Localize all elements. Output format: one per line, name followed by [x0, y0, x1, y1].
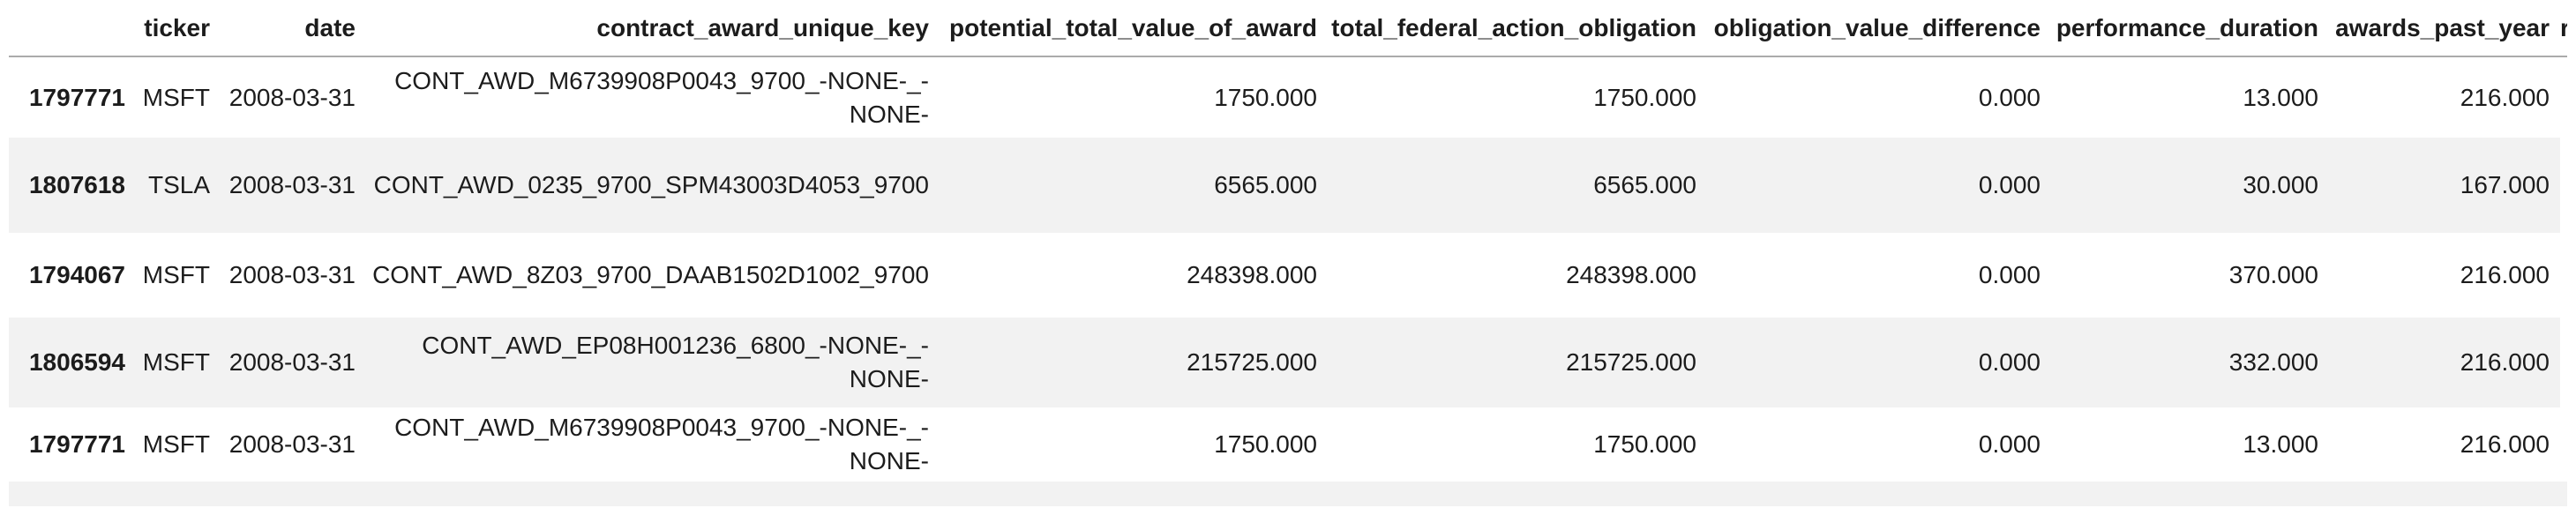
column-header-contract-award-unique-key: contract_award_unique_key: [366, 0, 940, 57]
dataframe-table: ticker date contract_award_unique_key po…: [9, 0, 2567, 506]
column-header-potential-total-value-of-award: potential_total_value_of_award: [940, 0, 1328, 57]
row-index: 1807618: [9, 138, 132, 233]
cell-performance-duration: 332.000: [2051, 318, 2329, 407]
row-index: 1797771: [28, 430, 125, 459]
column-header-total-federal-action-obligation: total_federal_action_obligation: [1328, 0, 1707, 57]
cell-ticker: TSLA: [132, 138, 221, 233]
cell-contract-award-unique-key: CONT_AWD_0235_9700_SPM43003D4053_9700: [366, 138, 940, 233]
cell-awards-past-year: 216.000: [2329, 318, 2560, 407]
cell-contract-award-unique-key: CONT_AWD_M6739908P0043_9700_-NONE-_-NONE…: [394, 414, 929, 474]
cell-total-federal-action-obligation: 6565.000: [1328, 138, 1707, 233]
table-row: 1807618 TSLA 2008-03-31 CONT_AWD_0235_97…: [9, 138, 2567, 233]
column-header-performance-duration: performance_duration: [2051, 0, 2329, 57]
cell-performance-duration: 13.000: [2243, 83, 2318, 111]
cell-date: 2008-03-31: [228, 83, 356, 111]
cell-date: 2008-03-31: [228, 261, 356, 289]
cell-contract-award-unique-key: CONT_AWD_8Z03_9700_DAAB1502D1002_9700: [372, 261, 929, 289]
cell-total-federal-action-obligation: 1750.000: [1593, 430, 1696, 459]
row-index: 1797771: [28, 83, 125, 111]
cell-date: 2008-03-31: [221, 318, 366, 407]
cell-performance-duration: 13.000: [2243, 430, 2318, 459]
column-header-date: date: [221, 0, 366, 57]
header-row: ticker date contract_award_unique_key po…: [9, 0, 2567, 57]
cell-obligation-value-difference: 0.000: [1707, 138, 2051, 233]
cell-potential-total-value-of-award: 215725.000: [940, 318, 1328, 407]
cell-total-federal-action-obligation: 1750.000: [1593, 83, 1696, 111]
table-row: 1797771 MSFT 2008-03-31 CONT_AWD_M673990…: [9, 407, 2567, 482]
cell-obligation-value-difference: 0.000: [1978, 83, 2041, 111]
cell-obligation-value-difference: 0.000: [1978, 261, 2041, 289]
cell-performance-duration: 370.000: [2228, 261, 2318, 289]
cell-potential-total-value-of-award: 6565.000: [940, 138, 1328, 233]
cell-obligation-value-difference: 0.000: [1707, 318, 2051, 407]
row-index: 1806594: [9, 318, 132, 407]
cell-total-federal-action-obligation: 248398.000: [1566, 261, 1696, 289]
table-row-partial: [9, 482, 2567, 506]
cell-potential-total-value-of-award: 1750.000: [1214, 83, 1317, 111]
cell-total-federal-action-obligation: 215725.000: [1328, 318, 1707, 407]
table-row: 1794067 MSFT 2008-03-31 CONT_AWD_8Z03_97…: [9, 233, 2567, 318]
cell-ticker: MSFT: [132, 318, 221, 407]
cell-date: 2008-03-31: [228, 430, 356, 459]
table-row: 1806594 MSFT 2008-03-31 CONT_AWD_EP08H00…: [9, 318, 2567, 407]
column-header-ticker: ticker: [132, 0, 221, 57]
cell-ticker: MSFT: [142, 261, 210, 289]
table-row: 1797771 MSFT 2008-03-31 CONT_AWD_M673990…: [9, 56, 2567, 138]
cell-awards-past-year: 216.000: [2460, 83, 2550, 111]
cell-ticker: MSFT: [142, 83, 210, 111]
cell-performance-duration: 30.000: [2051, 138, 2329, 233]
cell-obligation-value-difference: 0.000: [1978, 430, 2041, 459]
cell-potential-total-value-of-award: 248398.000: [1187, 261, 1317, 289]
column-header-clipped-next: r: [2560, 0, 2567, 57]
cell-awards-past-year: 167.000: [2329, 138, 2560, 233]
cell-date: 2008-03-31: [221, 138, 366, 233]
cell-potential-total-value-of-award: 1750.000: [1214, 430, 1317, 459]
cell-contract-award-unique-key: CONT_AWD_EP08H001236_6800_-NONE-_-NONE-: [366, 318, 940, 407]
column-header-awards-past-year: awards_past_year: [2329, 0, 2560, 57]
column-header-index: [9, 0, 132, 57]
cell-awards-past-year: 216.000: [2460, 261, 2550, 289]
cell-contract-award-unique-key: CONT_AWD_M6739908P0043_9700_-NONE-_-NONE…: [394, 66, 929, 128]
column-header-obligation-value-difference: obligation_value_difference: [1707, 0, 2051, 57]
partial-row-clipped: [9, 482, 2567, 506]
cell-ticker: MSFT: [142, 430, 210, 459]
cell-awards-past-year: 216.000: [2460, 430, 2550, 459]
row-index: 1794067: [28, 261, 125, 289]
